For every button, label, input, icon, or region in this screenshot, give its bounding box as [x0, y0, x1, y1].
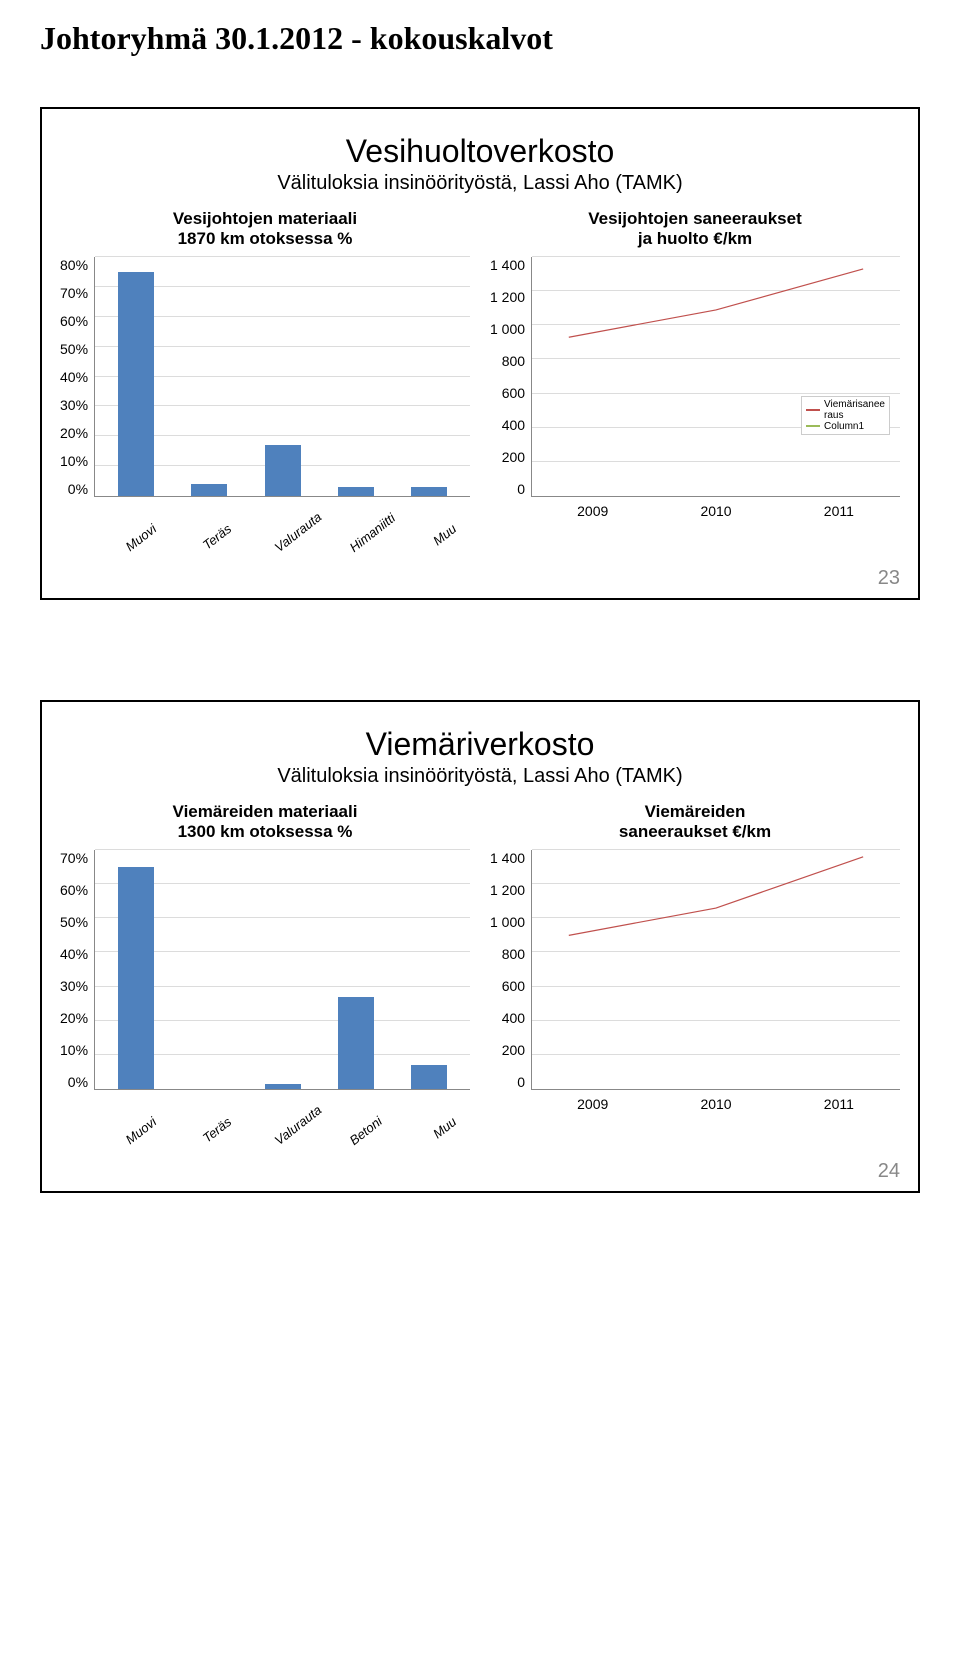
bar	[191, 484, 227, 496]
y-tick-label: 800	[502, 946, 525, 962]
slide-1: Vesihuoltoverkosto Välituloksia insinöör…	[40, 107, 920, 600]
bar-chart-title: Vesijohtojen materiaali1870 km otoksessa…	[60, 209, 470, 251]
y-tick-label: 600	[502, 385, 525, 401]
y-tick-label: 600	[502, 978, 525, 994]
y-tick-label: 80%	[60, 257, 88, 273]
slide-subtitle: Välituloksia insinöörityöstä, Lassi Aho …	[60, 172, 900, 195]
y-tick-label: 1 200	[490, 289, 525, 305]
bar	[118, 272, 154, 496]
y-tick-label: 40%	[60, 946, 88, 962]
line-chart-saneeraukset: Vesijohtojen saneerauksetja huolto €/km …	[490, 209, 900, 563]
x-tick-label: 2010	[700, 503, 731, 527]
y-tick-label: 0%	[68, 1074, 88, 1090]
x-tick-label: 2011	[824, 503, 854, 527]
page: Johtoryhmä 30.1.2012 - kokouskalvot Vesi…	[0, 0, 960, 1253]
bar-chart-title: Viemäreiden materiaali1300 km otoksessa …	[60, 802, 470, 844]
y-tick-label: 1 000	[490, 914, 525, 930]
bar	[338, 487, 374, 496]
y-tick-label: 40%	[60, 369, 88, 385]
line-chart-title: Viemäreidensaneeraukset €/km	[490, 802, 900, 844]
legend-label: Viemärisaneeraus	[824, 399, 885, 421]
y-tick-label: 30%	[60, 978, 88, 994]
y-tick-label: 1 400	[490, 257, 525, 273]
x-axis: 2009 2010 2011	[531, 503, 900, 527]
x-axis: MuoviTeräsValurautaHimaniittiMuu	[94, 503, 470, 563]
charts-row: Viemäreiden materiaali1300 km otoksessa …	[60, 802, 900, 1156]
y-axis: 80% 70% 60% 50% 40% 30% 20% 10% 0%	[60, 257, 94, 497]
y-tick-label: 400	[502, 1010, 525, 1026]
y-tick-label: 800	[502, 353, 525, 369]
x-tick-label: 2011	[824, 1096, 854, 1120]
y-tick-label: 50%	[60, 341, 88, 357]
bar	[265, 1084, 301, 1089]
x-axis: MuoviTeräsValurautaBetoniMuu	[94, 1096, 470, 1156]
slide-title: Viemäriverkosto	[60, 726, 900, 763]
legend: ViemärisaneerausColumn1	[801, 396, 890, 435]
line-svg	[532, 850, 900, 1089]
line-chart-saneeraukset: Viemäreidensaneeraukset €/km 1 4001 2001…	[490, 802, 900, 1156]
bar	[411, 487, 447, 496]
bar	[118, 867, 154, 1089]
line-plot	[531, 850, 900, 1090]
y-tick-label: 10%	[60, 453, 88, 469]
y-tick-label: 50%	[60, 914, 88, 930]
y-tick-label: 70%	[60, 285, 88, 301]
bar-chart-materiaali: Vesijohtojen materiaali1870 km otoksessa…	[60, 209, 470, 563]
x-tick-label: 2009	[577, 503, 608, 527]
x-tick-label: 2010	[700, 1096, 731, 1120]
y-tick-label: 20%	[60, 1010, 88, 1026]
y-tick-label: 60%	[60, 313, 88, 329]
line-series	[569, 857, 863, 936]
y-tick-label: 20%	[60, 425, 88, 441]
bar	[265, 445, 301, 496]
bars	[95, 850, 470, 1089]
x-tick-label: 2009	[577, 1096, 608, 1120]
y-tick-label: 0%	[68, 481, 88, 497]
y-tick-label: 10%	[60, 1042, 88, 1058]
slide-subtitle: Välituloksia insinöörityöstä, Lassi Aho …	[60, 765, 900, 788]
y-tick-label: 200	[502, 1042, 525, 1058]
legend-item: Viemärisaneeraus	[806, 399, 885, 421]
document-title: Johtoryhmä 30.1.2012 - kokouskalvot	[40, 20, 920, 57]
y-axis: 1 400 1 200 1 000 800 600 400 200 0	[490, 850, 531, 1090]
bar-chart-materiaali: Viemäreiden materiaali1300 km otoksessa …	[60, 802, 470, 1156]
y-tick-label: 200	[502, 449, 525, 465]
y-tick-label: 1 000	[490, 321, 525, 337]
x-axis: 2009 2010 2011	[531, 1096, 900, 1120]
slide-title: Vesihuoltoverkosto	[60, 133, 900, 170]
y-axis: 1 400 1 200 1 000 800 600 400 200 0	[490, 257, 531, 497]
line-series	[569, 269, 863, 337]
bar-plot	[94, 850, 470, 1090]
y-tick-label: 1 200	[490, 882, 525, 898]
legend-item: Column1	[806, 421, 885, 432]
charts-row: Vesijohtojen materiaali1870 km otoksessa…	[60, 209, 900, 563]
slide-2: Viemäriverkosto Välituloksia insinöörity…	[40, 700, 920, 1193]
y-tick-label: 60%	[60, 882, 88, 898]
y-tick-label: 30%	[60, 397, 88, 413]
y-tick-label: 1 400	[490, 850, 525, 866]
line-chart-title: Vesijohtojen saneerauksetja huolto €/km	[490, 209, 900, 251]
legend-label: Column1	[824, 421, 864, 432]
y-tick-label: 400	[502, 417, 525, 433]
bar-plot	[94, 257, 470, 497]
y-tick-label: 0	[517, 481, 525, 497]
bar	[411, 1065, 447, 1089]
legend-swatch	[806, 425, 820, 427]
legend-swatch	[806, 409, 820, 411]
y-tick-label: 0	[517, 1074, 525, 1090]
y-axis: 70% 60% 50% 40% 30% 20% 10% 0%	[60, 850, 94, 1090]
bar	[338, 997, 374, 1089]
bars	[95, 257, 470, 496]
line-plot: ViemärisaneerausColumn1	[531, 257, 900, 497]
y-tick-label: 70%	[60, 850, 88, 866]
line-svg	[532, 257, 900, 496]
